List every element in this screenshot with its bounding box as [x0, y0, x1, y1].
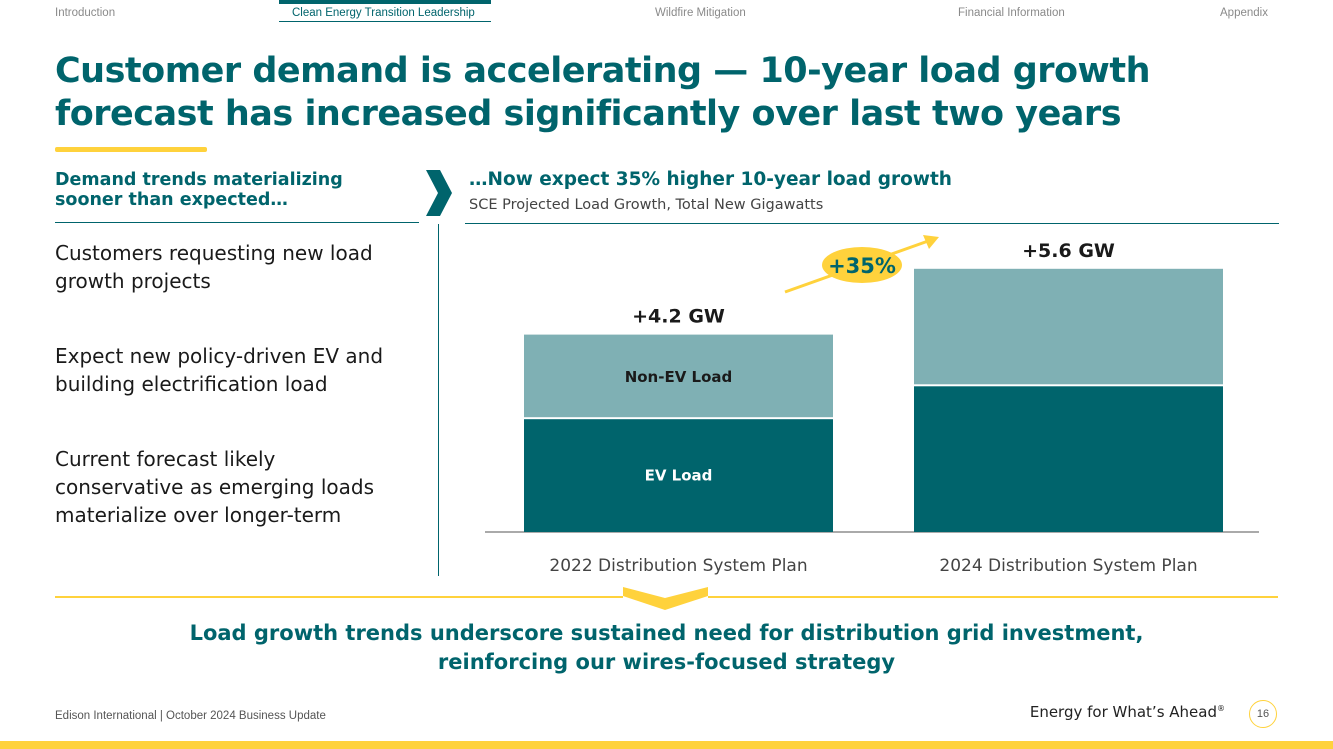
chart-subheading: SCE Projected Load Growth, Total New Gig…: [469, 197, 824, 213]
conclusion-line-2: reinforcing our wires-focused strategy: [437, 650, 896, 674]
chart-heading-rule: [465, 223, 1279, 224]
chevron-down-icon: [623, 587, 708, 610]
bar-non-ev-load-2022: [524, 334, 833, 418]
nav-active-indicator: [279, 0, 491, 4]
conclusion-line-1: Load growth trends underscore sustained …: [189, 621, 1144, 645]
chart-heading: …Now expect 35% higher 10-year load grow…: [469, 169, 952, 190]
nav-item-wildfire-mitigation[interactable]: Wildfire Mitigation: [655, 7, 746, 19]
segment-label-non-ev-load: Non-EV Load: [625, 368, 733, 386]
nav-item-clean-energy[interactable]: Clean Energy Transition Leadership: [292, 7, 475, 19]
left-heading-line-1: Demand trends materializing: [55, 170, 343, 190]
bullet-1-line-1: Customers requesting new load: [55, 241, 373, 265]
bullet-3-line-2: conservative as emerging loads: [55, 475, 374, 499]
bar-ev-load-2024: [914, 386, 1223, 532]
bullet-customers-requesting: Customers requesting new load growth pro…: [55, 239, 430, 295]
footer-tagline-text: Energy for What’s Ahead: [1029, 703, 1217, 721]
title-accent-bar: [55, 147, 207, 152]
bullet-policy-driven-ev: Expect new policy-driven EV and building…: [55, 342, 430, 398]
conclusion-divider-right: [708, 596, 1278, 598]
bullet-3-line-1: Current forecast likely: [55, 447, 276, 471]
conclusion-divider-left: [55, 596, 623, 598]
total-label-2022: +4.2 GW: [632, 306, 725, 328]
growth-badge: [822, 247, 902, 283]
segment-label-ev-load: EV Load: [645, 467, 713, 485]
category-label-2024: 2024 Distribution System Plan: [939, 556, 1197, 576]
left-heading-line-2: sooner than expected…: [55, 190, 288, 210]
load-growth-chart: Non-EV Load EV Load +4.2 GW +5.6 GW 2022…: [485, 235, 1259, 576]
page-title-line-1: Customer demand is accelerating — 10-yea…: [55, 51, 1151, 91]
growth-annotation: +35%: [784, 235, 939, 294]
section-nav: Introduction Clean Energy Transition Lea…: [0, 0, 1333, 26]
growth-arrow-head-icon: [923, 235, 939, 249]
bullet-1-line-2: growth projects: [55, 269, 211, 293]
nav-item-appendix[interactable]: Appendix: [1220, 7, 1268, 19]
footer-accent-bar: [0, 741, 1333, 749]
footer-source: Edison International | October 2024 Busi…: [55, 710, 326, 722]
chevron-right-icon: [426, 170, 452, 216]
growth-badge-label: +35%: [828, 254, 896, 278]
nav-item-financial-information[interactable]: Financial Information: [958, 7, 1065, 19]
category-label-2022: 2022 Distribution System Plan: [549, 556, 807, 576]
bullet-current-forecast: Current forecast likely conservative as …: [55, 445, 430, 529]
bullet-2-line-2: building electrification load: [55, 372, 328, 396]
nav-item-introduction[interactable]: Introduction: [55, 7, 116, 19]
page-title: Customer demand is accelerating — 10-yea…: [55, 50, 1255, 136]
nav-active-underline: [279, 21, 491, 22]
conclusion-statement: Load growth trends underscore sustained …: [0, 619, 1333, 677]
bar-ev-load-2022: [524, 419, 833, 532]
left-column-heading: Demand trends materializing sooner than …: [55, 170, 415, 210]
bullet-2-line-1: Expect new policy-driven EV and: [55, 344, 384, 368]
page-number: 16: [1249, 700, 1277, 728]
left-heading-rule: [55, 222, 419, 223]
bullet-3-line-3: materialize over longer-term: [55, 503, 342, 527]
page-title-line-2: forecast has increased significantly ove…: [55, 94, 1122, 134]
bar-non-ev-load-2024: [914, 268, 1223, 385]
footer-tagline: Energy for What’s Ahead®: [1030, 703, 1225, 721]
total-label-2024: +5.6 GW: [1022, 240, 1115, 262]
column-divider: [438, 224, 439, 576]
registered-mark: ®: [1217, 704, 1225, 713]
